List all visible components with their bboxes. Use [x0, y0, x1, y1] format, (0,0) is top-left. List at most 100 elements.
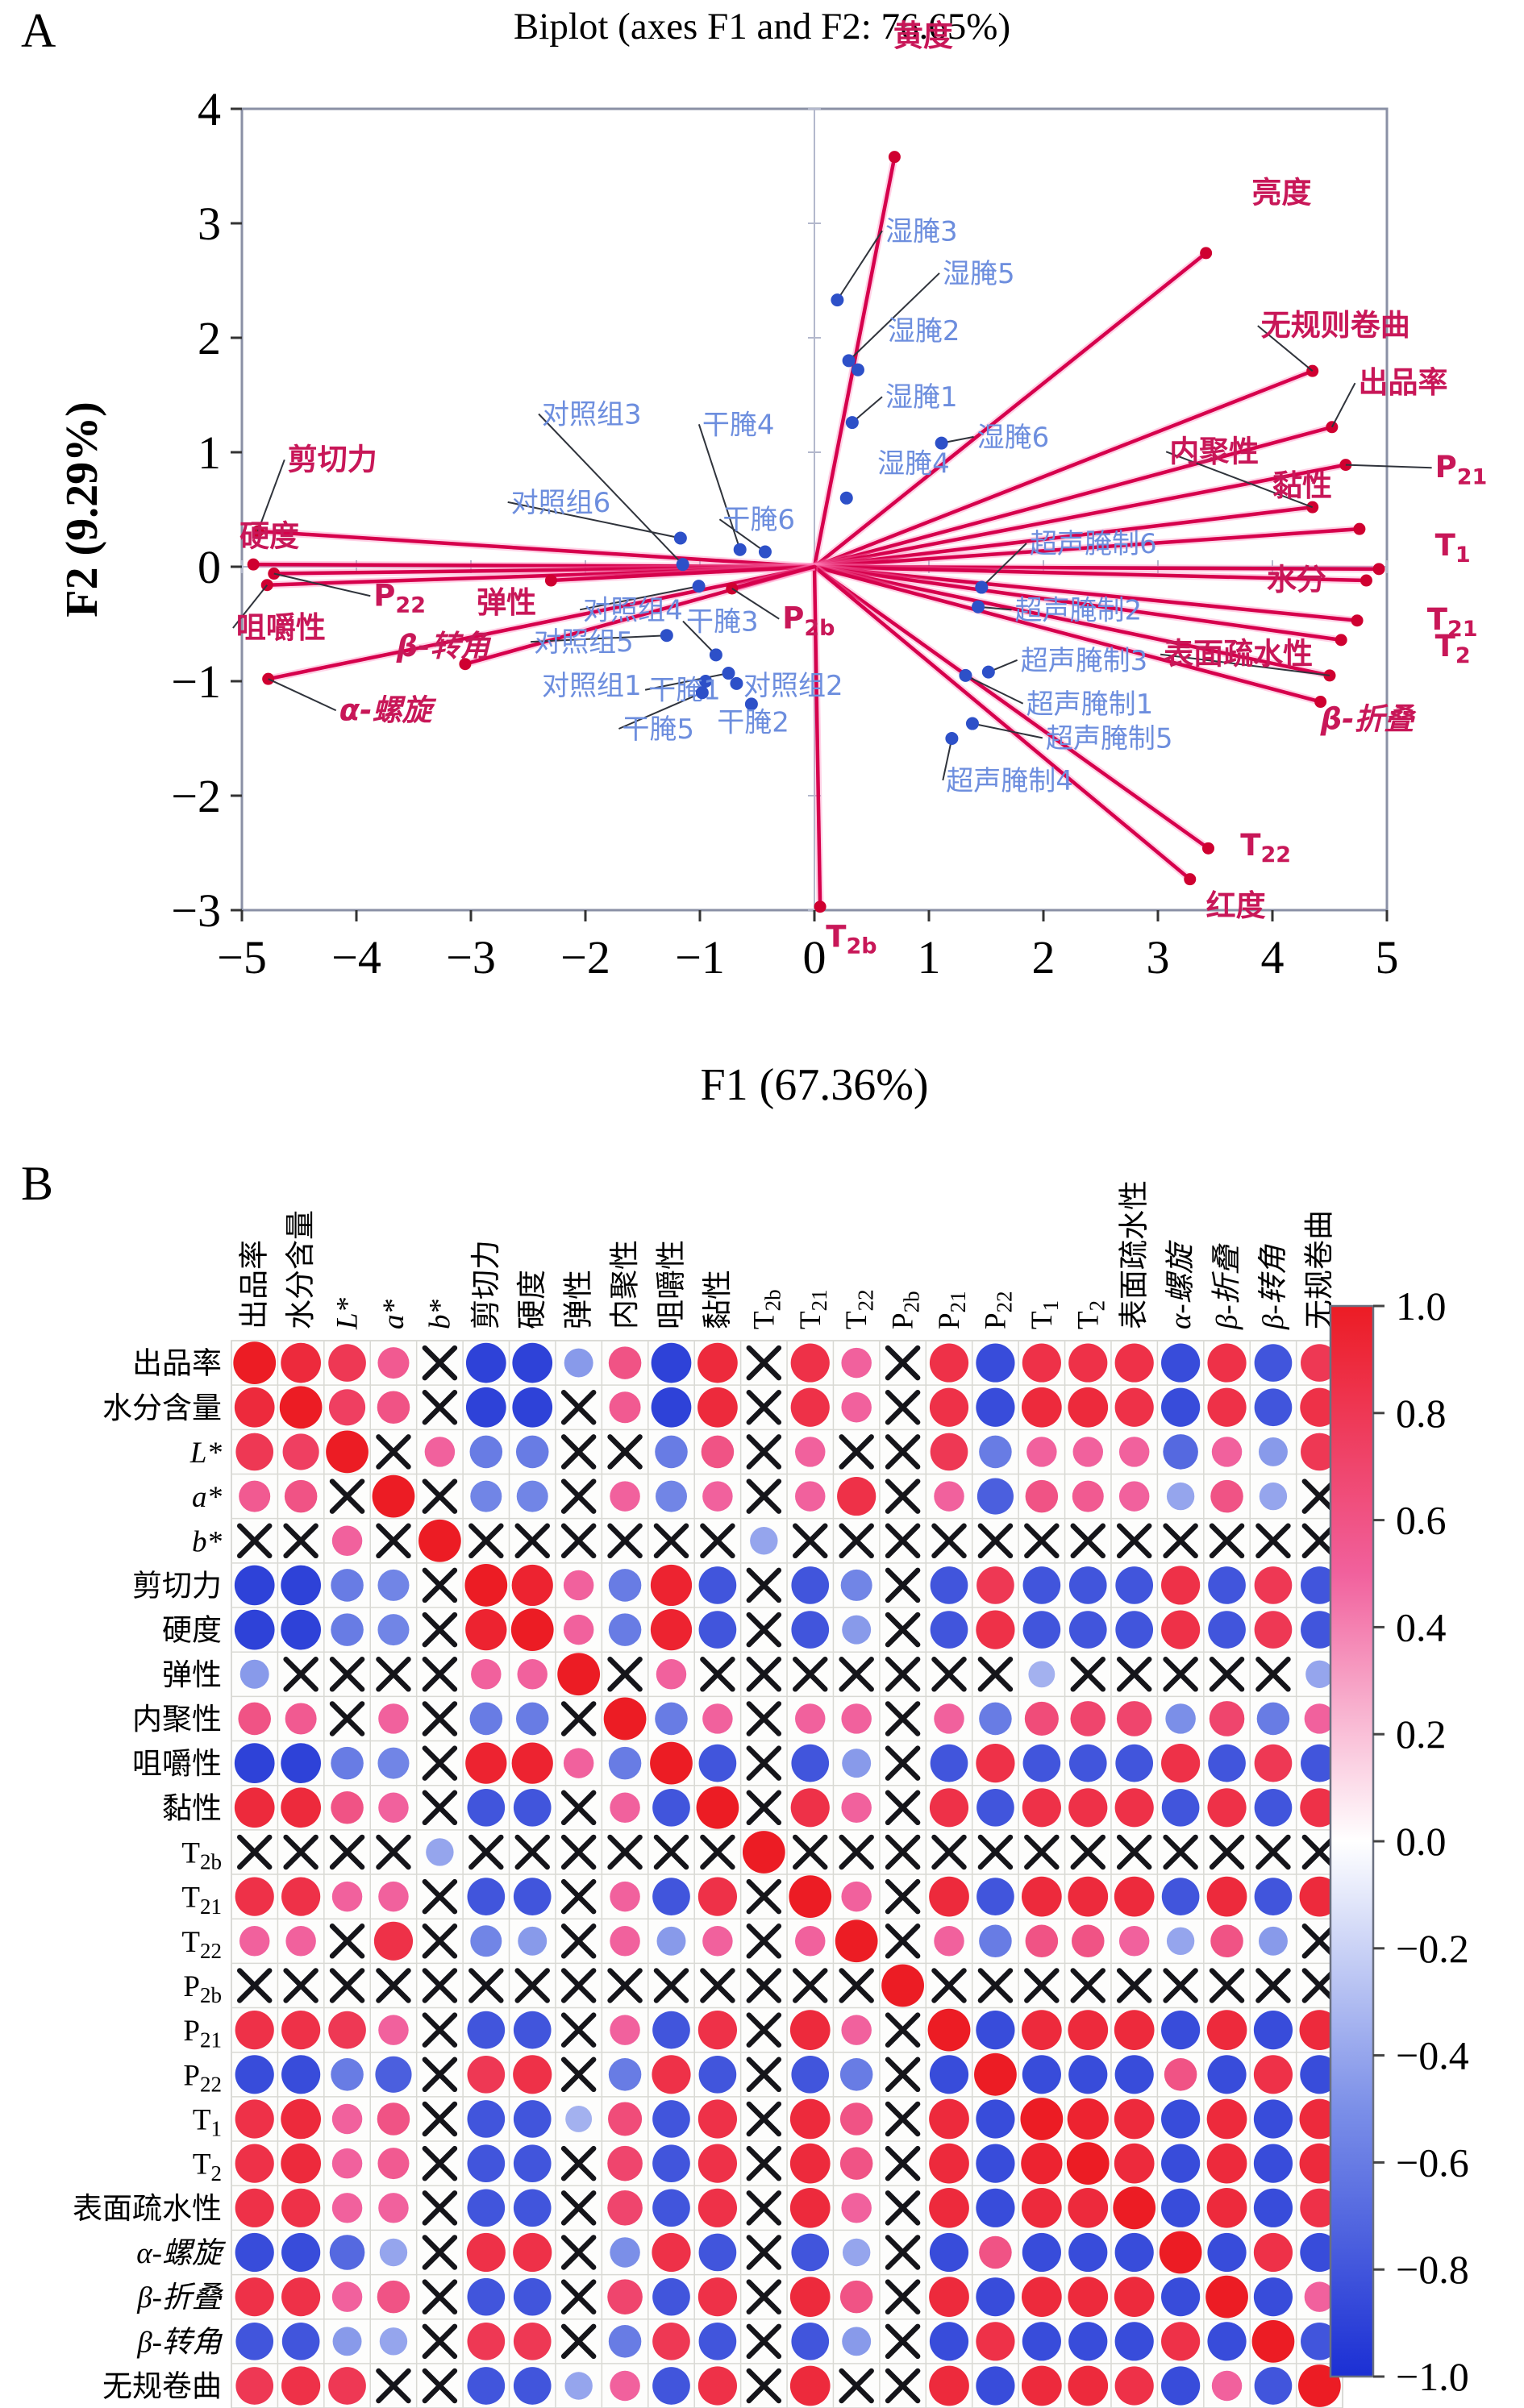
corr-cell	[976, 2099, 1015, 2139]
corr-cell	[235, 1877, 274, 1916]
corr-cell	[750, 1527, 778, 1555]
corr-cell	[1068, 1343, 1108, 1383]
ns-x-mark	[839, 1523, 874, 1559]
ns-x-mark	[885, 2323, 921, 2360]
ns-x-mark	[931, 1523, 967, 1559]
ns-x-mark	[1209, 1968, 1245, 2003]
corr-cell	[1251, 2319, 1295, 2363]
ns-x-mark	[1301, 1968, 1338, 2003]
corr-cell	[930, 1744, 968, 1782]
corr-cell	[1256, 1702, 1290, 1736]
column-label: 表面疏水性	[1118, 1180, 1151, 1329]
corr-cell	[1114, 2055, 1154, 2094]
observation-label: 超声腌制2	[1015, 594, 1143, 626]
corr-cell	[331, 2281, 363, 2312]
corr-cell	[235, 2099, 274, 2139]
observation-label: 对照组6	[511, 487, 611, 519]
corr-cell	[377, 2280, 410, 2314]
corr-cell	[235, 2055, 274, 2094]
row-label: 弹性	[162, 1659, 222, 1692]
corr-cell	[565, 2106, 593, 2132]
ns-x-mark	[700, 1523, 735, 1559]
ns-x-mark	[560, 1923, 597, 1959]
corr-cell	[842, 2238, 871, 2267]
ns-x-mark	[514, 1523, 550, 1559]
corr-cell	[1301, 1611, 1339, 1649]
label-connector	[981, 543, 1027, 588]
ns-x-mark	[376, 1523, 411, 1559]
corr-cell	[281, 2277, 321, 2317]
row-label: α-螺旋	[136, 2237, 227, 2270]
corr-cell	[607, 2279, 643, 2314]
colorbar-tick-label: −0.8	[1396, 2247, 1469, 2292]
corr-cell	[1072, 1480, 1104, 1512]
loading-vector	[814, 526, 1360, 569]
ns-x-mark	[560, 2145, 597, 2181]
ns-x-mark	[1116, 1968, 1152, 2003]
observation-label: 超声腌制1	[1026, 688, 1154, 721]
observation-point	[744, 697, 758, 711]
ns-x-mark	[885, 2012, 921, 2048]
corr-cell	[1304, 2281, 1335, 2312]
corr-cell	[469, 1702, 503, 1736]
corr-cell	[513, 2189, 552, 2227]
corr-cell	[234, 1387, 275, 1428]
corr-cell	[652, 2011, 690, 2049]
corr-cell	[465, 1387, 506, 1428]
y-tick-label: 4	[198, 83, 221, 135]
corr-cell	[467, 1788, 506, 1827]
panel-b-label: B	[21, 1157, 54, 1210]
corr-cell	[789, 2098, 831, 2140]
x-axis-title: F1 (67.36%)	[700, 1060, 928, 1110]
label-connector	[1165, 451, 1314, 509]
corr-cell	[1022, 1343, 1061, 1383]
colorbar-tick-label: −0.4	[1396, 2033, 1469, 2078]
column-label: 硬度	[515, 1270, 549, 1329]
ns-x-mark	[746, 1567, 782, 1603]
corr-cell	[331, 2193, 363, 2223]
corr-cell	[1021, 1876, 1062, 1917]
ns-x-mark	[560, 1834, 597, 1870]
ns-x-mark	[885, 1923, 921, 1959]
corr-cell	[976, 1610, 1015, 1649]
corr-cell	[1164, 2058, 1197, 2091]
corr-cell	[426, 1838, 454, 1866]
variable-label: 剪切力	[288, 442, 377, 476]
ns-x-mark	[746, 1434, 782, 1470]
corr-cell	[234, 1787, 275, 1828]
observation-point	[845, 416, 859, 430]
observation-label: 干腌5	[622, 713, 694, 746]
row-label: T21	[181, 1882, 222, 1919]
row-label: β-转角	[136, 2326, 223, 2359]
ns-x-mark	[885, 2368, 921, 2404]
corr-cell	[790, 1387, 830, 1427]
row-label: T2b	[181, 1836, 222, 1874]
corr-cell	[329, 2235, 365, 2270]
corr-cell	[702, 1703, 733, 1734]
corr-cell	[235, 2188, 274, 2227]
corr-cell	[934, 1703, 964, 1734]
corr-cell	[281, 2323, 320, 2360]
corr-cell	[513, 1788, 552, 1827]
ns-x-mark	[653, 1523, 689, 1559]
loading-vector-tip	[814, 900, 827, 913]
ns-x-mark	[885, 1567, 921, 1603]
variable-label: 硬度	[239, 518, 299, 553]
loading-vector-tip	[544, 574, 557, 587]
corr-cell	[608, 2058, 642, 2091]
corr-cell	[652, 2055, 691, 2094]
corr-cell	[281, 1565, 321, 1606]
corr-cell	[1301, 1566, 1339, 1604]
label-connector	[847, 272, 940, 362]
ns-x-mark	[560, 1523, 597, 1559]
corr-cell	[976, 2277, 1015, 2317]
corr-cell	[1254, 1744, 1293, 1782]
corr-cell	[1206, 2187, 1247, 2228]
corr-cell	[655, 1480, 687, 1512]
loading-vector	[814, 369, 1314, 569]
ns-x-mark	[1116, 1523, 1152, 1559]
corr-cell	[698, 2233, 737, 2272]
loading-vector-tip	[247, 558, 260, 571]
ns-x-mark	[514, 1968, 550, 2003]
corr-cell	[1301, 1433, 1339, 1471]
